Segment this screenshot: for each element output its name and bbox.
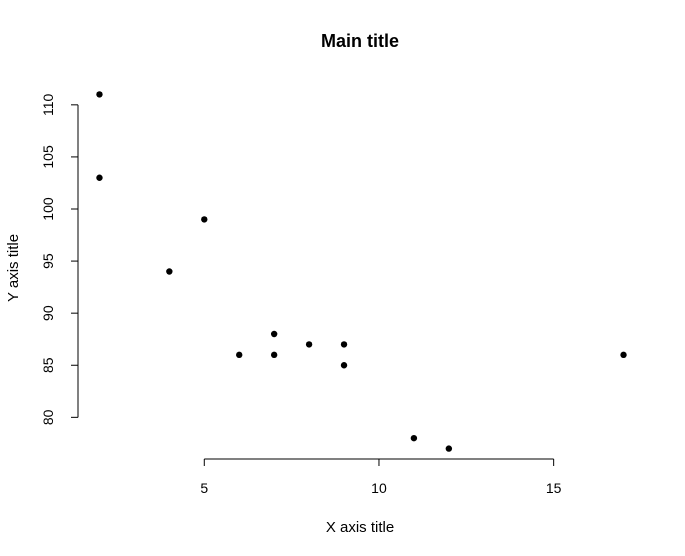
- data-point: [270, 351, 278, 359]
- y-tick-label: 80: [40, 409, 56, 425]
- x-tick-label: 10: [371, 480, 387, 496]
- data-point: [96, 91, 103, 98]
- y-tick-label: 110: [40, 93, 56, 116]
- data-point: [236, 351, 243, 359]
- data-points: [96, 91, 627, 452]
- y-tick-label: 85: [40, 357, 56, 373]
- data-point: [620, 351, 627, 359]
- y-tick-label: 105: [40, 145, 56, 169]
- y-axis-title: Y axis title: [5, 234, 22, 302]
- data-point: [340, 341, 348, 348]
- data-point: [340, 362, 348, 369]
- data-point: [270, 330, 278, 338]
- x-tick-label: 15: [546, 480, 562, 496]
- y-tick-label: 100: [40, 197, 56, 221]
- data-point: [305, 341, 313, 348]
- x-axis: 5 10 15: [200, 458, 562, 496]
- y-tick-label: 95: [40, 253, 56, 269]
- data-point: [96, 174, 103, 181]
- y-axis: 80 85 90 95 100 105 110: [40, 93, 79, 425]
- data-point: [445, 445, 453, 452]
- x-tick-label: 5: [200, 480, 208, 496]
- data-point: [166, 268, 173, 275]
- x-axis-title: X axis title: [326, 519, 394, 536]
- data-point: [410, 434, 418, 442]
- y-tick-label: 90: [40, 305, 56, 321]
- data-point: [201, 216, 208, 223]
- chart-title: Main title: [321, 31, 399, 51]
